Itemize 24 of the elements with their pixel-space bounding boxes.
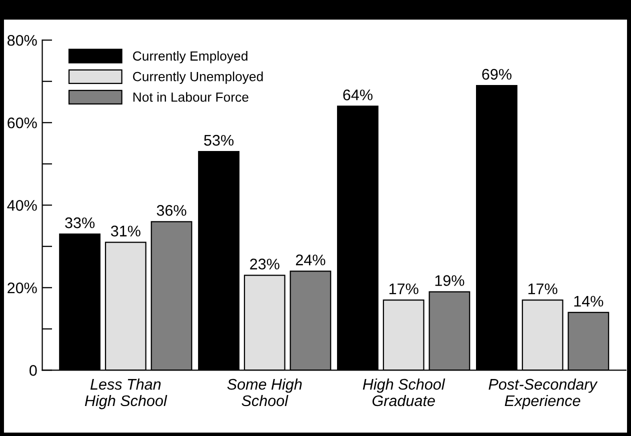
text: 19%: [435, 275, 464, 286]
text: 17%: [389, 283, 418, 294]
x-tick-label: Less Than High School: [84, 378, 168, 410]
text: 36%: [156, 205, 186, 216]
y-tick-label: 0: [30, 365, 37, 376]
x-tick-label: Post-Secondary Experience: [488, 378, 598, 410]
text: 53%: [204, 134, 234, 146]
text: 31%: [110, 226, 140, 236]
text: 23%: [250, 258, 280, 270]
text: 17%: [528, 283, 558, 294]
legend-label: Not in Labour Force: [133, 92, 248, 102]
y-tick-label: 80%: [8, 34, 37, 46]
y-tick-label: 60%: [8, 117, 37, 128]
x-tick-label: Some High School: [227, 378, 302, 406]
text: 33%: [65, 217, 95, 228]
legend-label: Currently Employed: [133, 51, 248, 64]
y-tick-label: 40%: [7, 200, 37, 211]
x-tick-label: High School Graduate: [362, 378, 446, 406]
text: 24%: [296, 254, 326, 266]
text: 14%: [574, 296, 604, 307]
legend-label: Currently Unemployed: [133, 72, 263, 84]
text: 64%: [343, 90, 372, 100]
y-tick-label: 20%: [8, 282, 37, 294]
text: 69%: [482, 68, 512, 80]
